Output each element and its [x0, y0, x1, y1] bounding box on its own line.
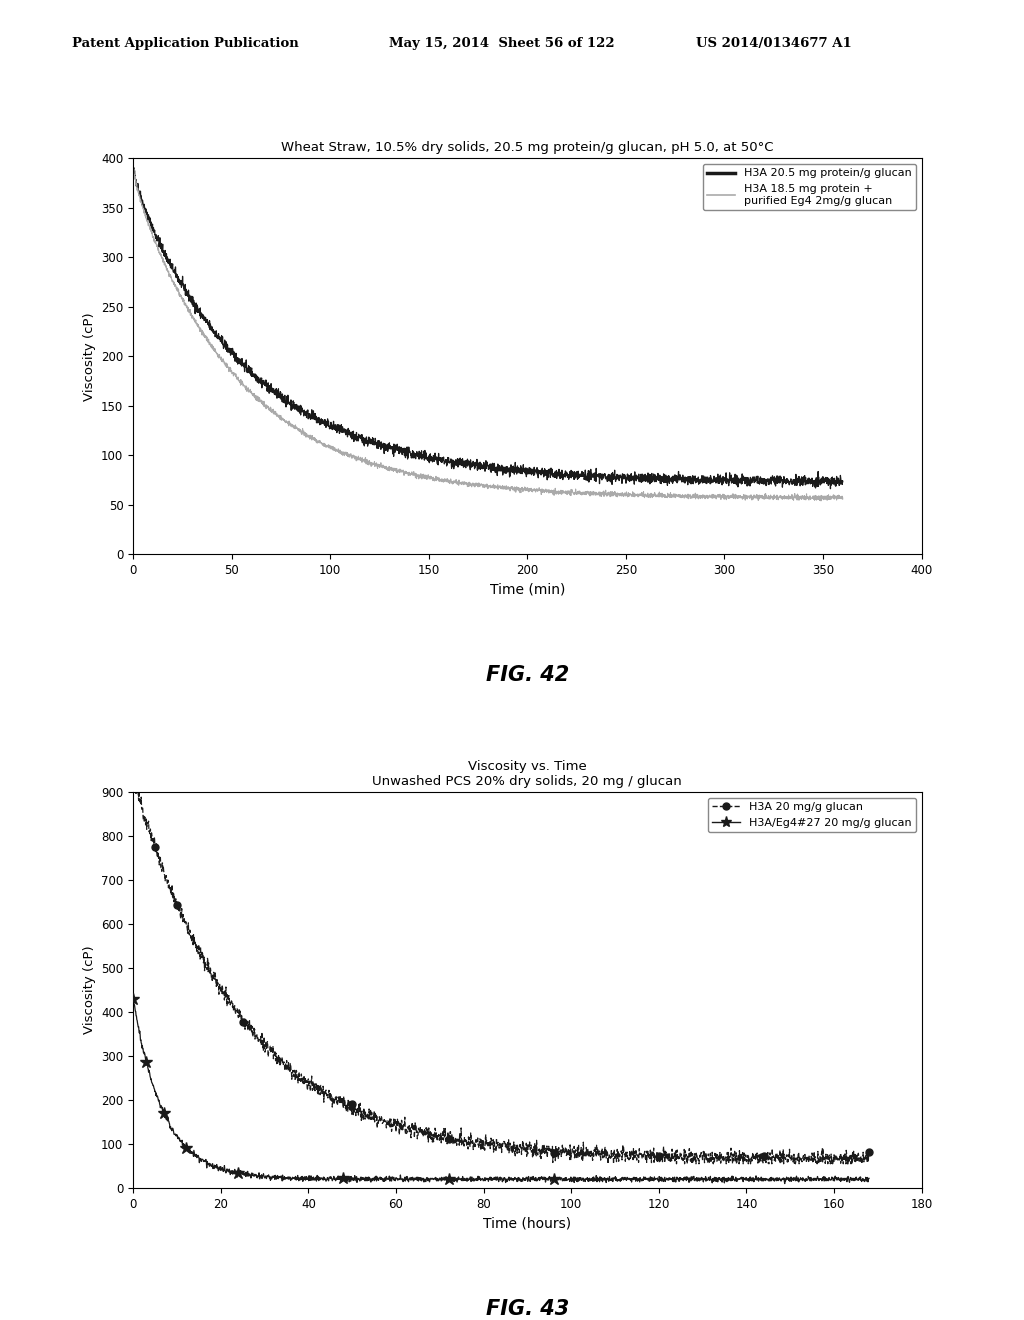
Text: Patent Application Publication: Patent Application Publication [72, 37, 298, 50]
Text: US 2014/0134677 A1: US 2014/0134677 A1 [696, 37, 852, 50]
X-axis label: Time (hours): Time (hours) [483, 1216, 571, 1230]
Y-axis label: Viscosity (cP): Viscosity (cP) [83, 945, 95, 1035]
Text: FIG. 43: FIG. 43 [485, 1299, 569, 1319]
X-axis label: Time (min): Time (min) [489, 582, 565, 597]
Legend: H3A 20 mg/g glucan, H3A/Eg4#27 20 mg/g glucan: H3A 20 mg/g glucan, H3A/Eg4#27 20 mg/g g… [708, 797, 916, 832]
Y-axis label: Viscosity (cP): Viscosity (cP) [83, 312, 95, 401]
Title: Viscosity vs. Time
Unwashed PCS 20% dry solids, 20 mg / glucan: Viscosity vs. Time Unwashed PCS 20% dry … [373, 760, 682, 788]
Legend: H3A 20.5 mg protein/g glucan, H3A 18.5 mg protein +
purified Eg4 2mg/g glucan: H3A 20.5 mg protein/g glucan, H3A 18.5 m… [702, 164, 916, 210]
Text: May 15, 2014  Sheet 56 of 122: May 15, 2014 Sheet 56 of 122 [389, 37, 614, 50]
Title: Wheat Straw, 10.5% dry solids, 20.5 mg protein/g glucan, pH 5.0, at 50°C: Wheat Straw, 10.5% dry solids, 20.5 mg p… [282, 141, 773, 154]
Text: FIG. 42: FIG. 42 [485, 665, 569, 685]
